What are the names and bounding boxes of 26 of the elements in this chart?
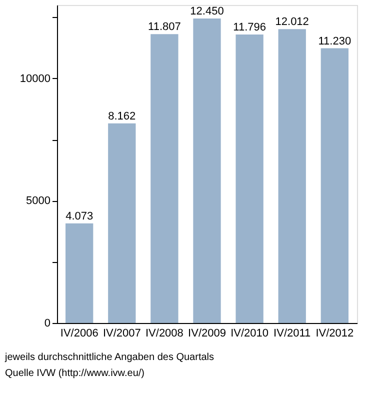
y-tick-label: 0 [44, 318, 50, 330]
bar [66, 223, 94, 323]
x-tick-label: IV/2008 [145, 328, 184, 340]
x-tick-label: IV/2010 [230, 328, 269, 340]
data-label: 4.073 [66, 210, 94, 222]
data-label: 12.450 [190, 5, 224, 18]
data-label: 11.230 [318, 35, 352, 48]
bar [193, 18, 221, 323]
bar [108, 123, 136, 323]
bar [150, 34, 178, 323]
y-tick-label: 10000 [20, 72, 50, 85]
data-label: 11.807 [148, 21, 181, 34]
text: jeweils durchschnittliche Angaben des Quartals [4, 352, 214, 363]
data-label: 8.162 [108, 110, 136, 122]
x-tick-label: IV/2007 [102, 328, 141, 340]
source-note: Quelle IVW (http://www.ivw.eu/) [5, 368, 144, 379]
data-label: 11.796 [233, 21, 266, 34]
y-tick-label: 5000 [26, 195, 50, 208]
data-label: 12.012 [275, 16, 309, 28]
x-tick-label: IV/2011 [274, 328, 311, 340]
x-tick-label: IV/2012 [316, 328, 354, 340]
bar [236, 34, 264, 323]
x-tick-label: IV/2006 [60, 328, 98, 340]
x-tick-label: IV/2009 [188, 328, 226, 340]
bar [278, 29, 306, 323]
bar [320, 48, 348, 323]
